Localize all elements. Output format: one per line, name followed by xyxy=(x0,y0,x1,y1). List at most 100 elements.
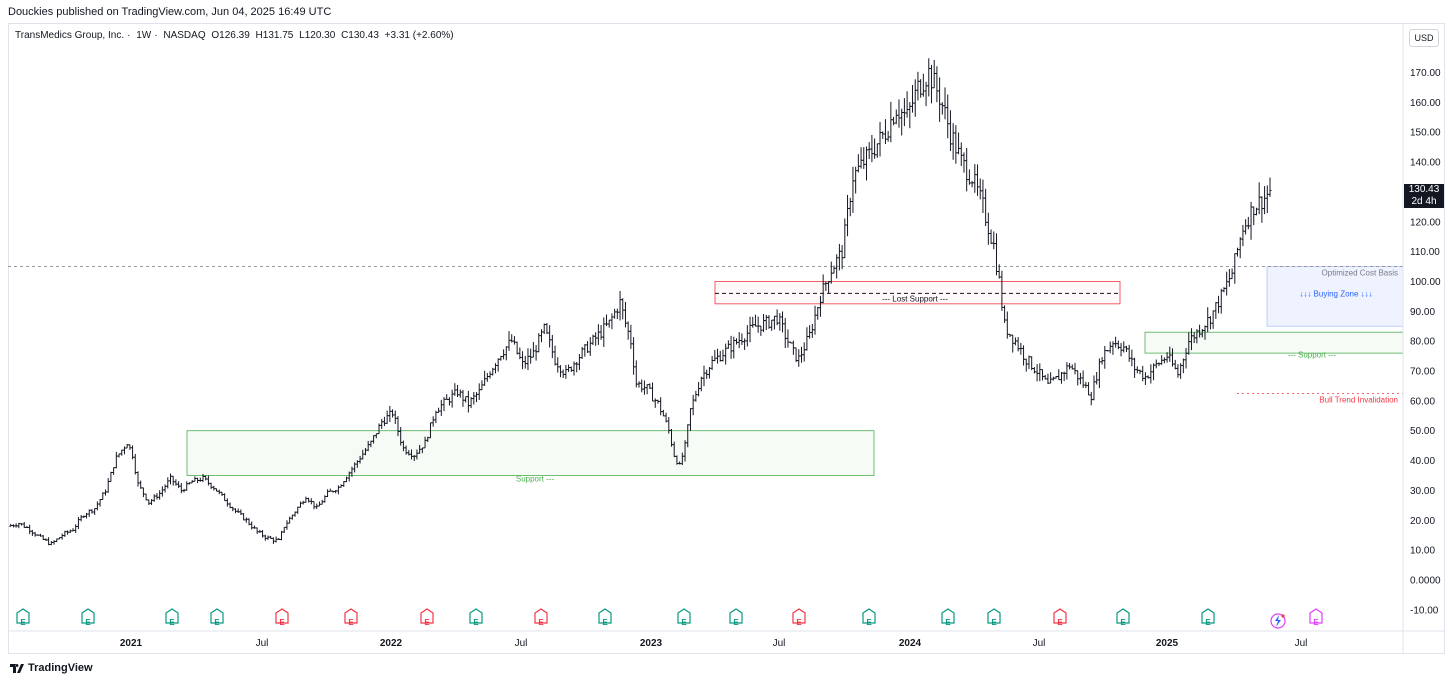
candle xyxy=(515,341,519,355)
candle xyxy=(583,344,587,357)
earnings-marker[interactable]: E xyxy=(862,608,876,627)
candle xyxy=(1005,311,1009,339)
symbol-interval: 1W xyxy=(136,30,152,41)
candle xyxy=(994,233,998,276)
earnings-letter: E xyxy=(945,618,951,627)
earnings-marker[interactable]: E xyxy=(534,608,548,627)
candle xyxy=(263,534,267,541)
ohlc-low: L120.30 xyxy=(299,30,336,41)
earnings-marker[interactable]: E xyxy=(987,608,1001,627)
candle xyxy=(55,538,59,543)
candle xyxy=(71,528,75,532)
candle xyxy=(710,355,714,370)
candle xyxy=(90,509,94,514)
candle xyxy=(1127,344,1131,362)
earnings-badge-icon xyxy=(1053,608,1067,624)
candle xyxy=(1097,358,1101,389)
candle xyxy=(1035,364,1039,382)
candle xyxy=(781,311,785,333)
annotation-label: Optimized Cost Basis xyxy=(1322,269,1398,278)
currency-button[interactable]: USD xyxy=(1409,29,1439,47)
candle xyxy=(724,343,728,365)
earnings-marker[interactable]: E xyxy=(1201,608,1215,627)
tradingview-logo[interactable]: TradingView xyxy=(10,662,93,674)
candle xyxy=(976,164,980,196)
candle xyxy=(580,346,584,360)
earnings-letter: E xyxy=(473,618,479,627)
candle xyxy=(187,482,191,485)
earnings-marker[interactable]: E xyxy=(1053,608,1067,627)
earnings-badge-icon xyxy=(16,608,30,624)
candle xyxy=(30,529,34,536)
candle xyxy=(883,119,887,145)
candle xyxy=(133,454,137,475)
candle xyxy=(456,384,460,397)
earnings-letter: E xyxy=(214,618,220,627)
candle xyxy=(534,345,538,361)
chart-frame[interactable] xyxy=(8,23,1445,654)
earnings-marker[interactable]: E xyxy=(792,608,806,627)
earnings-marker[interactable]: E xyxy=(420,608,434,627)
candle xyxy=(380,418,384,429)
candle xyxy=(745,325,749,347)
candle xyxy=(1179,363,1183,379)
candle xyxy=(935,66,939,103)
candle xyxy=(193,476,197,482)
candle xyxy=(301,500,305,505)
candle xyxy=(556,357,560,373)
earnings-marker[interactable]: E xyxy=(165,608,179,627)
candle xyxy=(900,108,904,136)
candle xyxy=(274,536,278,543)
candle xyxy=(848,197,852,217)
annotation-layer: Optimized Cost Basis ↓↓↓ Buying Zone ↓↓↓ -… xyxy=(516,269,1398,484)
price-tick-label: 20.00 xyxy=(1410,516,1435,527)
candle xyxy=(1070,364,1074,370)
candle xyxy=(648,383,652,390)
candle xyxy=(518,347,522,360)
earnings-marker[interactable]: E xyxy=(16,608,30,627)
time-tick-label: 2023 xyxy=(640,638,663,649)
candle xyxy=(1217,295,1221,314)
candle xyxy=(1257,182,1261,215)
earnings-marker[interactable]: E xyxy=(275,608,289,627)
earnings-marker[interactable]: E xyxy=(729,608,743,627)
candle xyxy=(615,308,619,320)
candle xyxy=(843,218,847,259)
zone-support xyxy=(186,430,875,476)
earnings-marker[interactable]: E xyxy=(598,608,612,627)
candle xyxy=(716,348,720,364)
candle xyxy=(542,323,546,335)
earnings-marker[interactable]: E xyxy=(941,608,955,627)
candle xyxy=(293,511,297,517)
price-axis: 170.00160.00150.00140.00130.00120.00110.… xyxy=(1402,24,1441,653)
earnings-marker[interactable]: E xyxy=(210,608,224,627)
candle xyxy=(967,169,971,185)
candle xyxy=(44,538,48,541)
price-tick-label: 110.00 xyxy=(1410,247,1440,258)
candle xyxy=(1146,375,1150,379)
earnings-marker[interactable]: E xyxy=(344,608,358,627)
earnings-marker[interactable]: E xyxy=(1309,608,1323,627)
candle xyxy=(11,524,15,528)
earnings-marker[interactable]: E xyxy=(677,608,691,627)
earnings-badge-icon xyxy=(469,608,483,624)
candle xyxy=(1078,372,1082,385)
candle xyxy=(1108,341,1112,354)
candle xyxy=(269,535,273,539)
candle xyxy=(277,537,281,541)
candle xyxy=(49,541,53,546)
candle xyxy=(38,533,42,537)
time-tick-label: Jul xyxy=(1033,638,1046,649)
candle xyxy=(66,530,70,535)
earnings-marker[interactable]: E xyxy=(469,608,483,627)
candle xyxy=(799,346,803,363)
flash-icon xyxy=(1275,615,1281,627)
earnings-marker[interactable]: E xyxy=(81,608,95,627)
candle xyxy=(1092,375,1096,401)
time-tick-label: Jul xyxy=(256,638,269,649)
candle xyxy=(1043,374,1047,380)
earnings-marker[interactable]: E xyxy=(1116,608,1130,627)
candle xyxy=(1157,362,1161,367)
candle xyxy=(334,489,338,494)
